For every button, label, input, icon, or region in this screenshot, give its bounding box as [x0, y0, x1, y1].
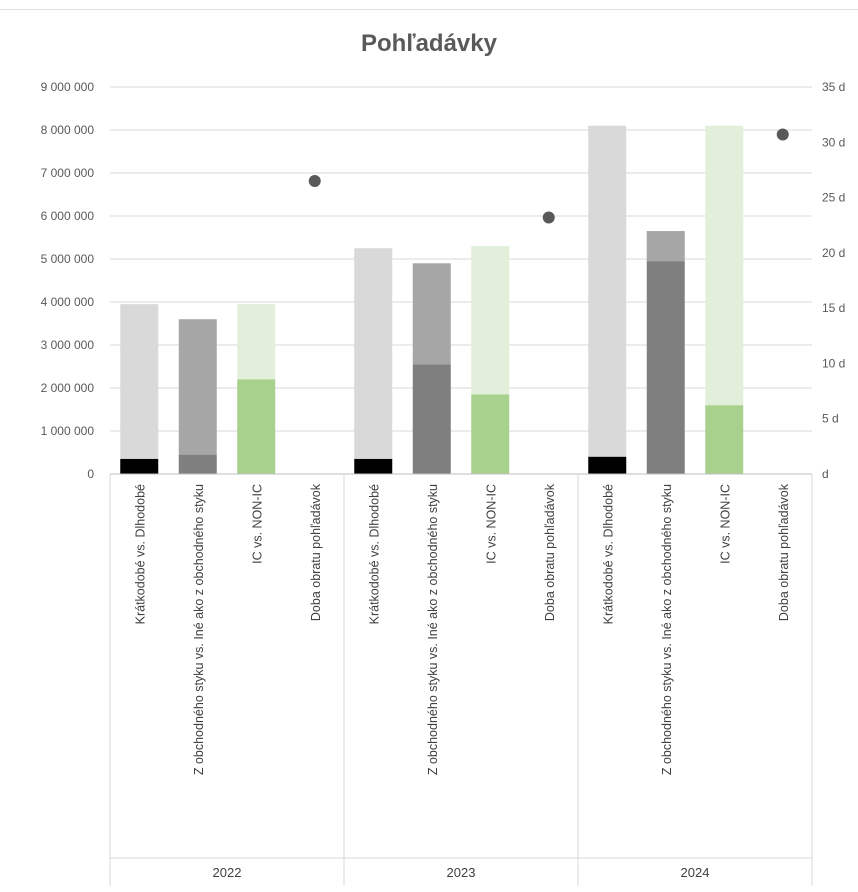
y2-tick-label: 10 d — [822, 356, 845, 370]
top-divider — [0, 9, 858, 10]
category-label: IC vs. NON-IC — [484, 484, 498, 564]
y2-tick-label: 5 d — [822, 412, 839, 426]
bar-segment-bottom — [237, 379, 276, 474]
bar-segment-top — [354, 248, 393, 459]
y-tick-label: 0 — [87, 467, 94, 481]
bar-segment-top — [178, 319, 217, 455]
y-tick-label: 6 000 000 — [41, 209, 95, 223]
y2-tick-label: 15 d — [822, 301, 845, 315]
bar-segment-top — [237, 304, 276, 380]
category-label: Doba obratu pohľadávok — [309, 483, 323, 621]
bar-segment-bottom — [646, 261, 685, 474]
category-label: Z obchodného styku vs. Iné ako z obchodn… — [660, 484, 674, 775]
y-tick-label: 8 000 000 — [41, 123, 95, 137]
y-tick-label: 5 000 000 — [41, 252, 95, 266]
bar-segment-bottom — [178, 454, 217, 474]
data-point — [308, 174, 321, 187]
category-label: Krátkodobé vs. Dlhodobé — [601, 484, 615, 624]
data-point — [776, 128, 789, 141]
y2-tick-label: 35 d — [822, 80, 845, 94]
bar-segment-top — [412, 263, 451, 365]
y-tick-label: 4 000 000 — [41, 295, 95, 309]
data-point — [542, 211, 555, 224]
year-label: 2024 — [681, 865, 710, 880]
bar-segment-bottom — [120, 458, 159, 474]
y-tick-label: 7 000 000 — [41, 166, 95, 180]
category-label: Krátkodobé vs. Dlhodobé — [133, 484, 147, 624]
y2-tick-label: 30 d — [822, 135, 845, 149]
category-label: IC vs. NON-IC — [718, 484, 732, 564]
bar-segment-top — [705, 125, 744, 406]
y-tick-label: 9 000 000 — [41, 80, 95, 94]
y2-tick-label: d — [822, 467, 829, 481]
bar-segment-bottom — [588, 456, 627, 474]
y2-tick-label: 20 d — [822, 246, 845, 260]
bar-segment-bottom — [412, 364, 451, 474]
bar-segment-top — [646, 231, 685, 262]
chart-title: Pohľadávky — [361, 30, 497, 57]
bar-segment-bottom — [471, 394, 510, 474]
year-label: 2023 — [447, 865, 476, 880]
y2-tick-label: 25 d — [822, 191, 845, 205]
bar-segment-bottom — [354, 458, 393, 474]
bar-segment-top — [588, 125, 627, 457]
bar-segment-bottom — [705, 405, 744, 474]
bar-segment-top — [471, 246, 510, 395]
year-label: 2022 — [213, 865, 242, 880]
bar-segment-top — [120, 304, 159, 459]
category-label: Doba obratu pohľadávok — [777, 483, 791, 621]
category-label: Z obchodného styku vs. Iné ako z obchodn… — [426, 484, 440, 775]
y-tick-label: 2 000 000 — [41, 381, 95, 395]
category-label: Z obchodného styku vs. Iné ako z obchodn… — [192, 484, 206, 775]
category-label: IC vs. NON-IC — [250, 484, 264, 564]
category-label: Krátkodobé vs. Dlhodobé — [367, 484, 381, 624]
category-label: Doba obratu pohľadávok — [543, 483, 557, 621]
y-tick-label: 3 000 000 — [41, 338, 95, 352]
y-tick-label: 1 000 000 — [41, 424, 95, 438]
